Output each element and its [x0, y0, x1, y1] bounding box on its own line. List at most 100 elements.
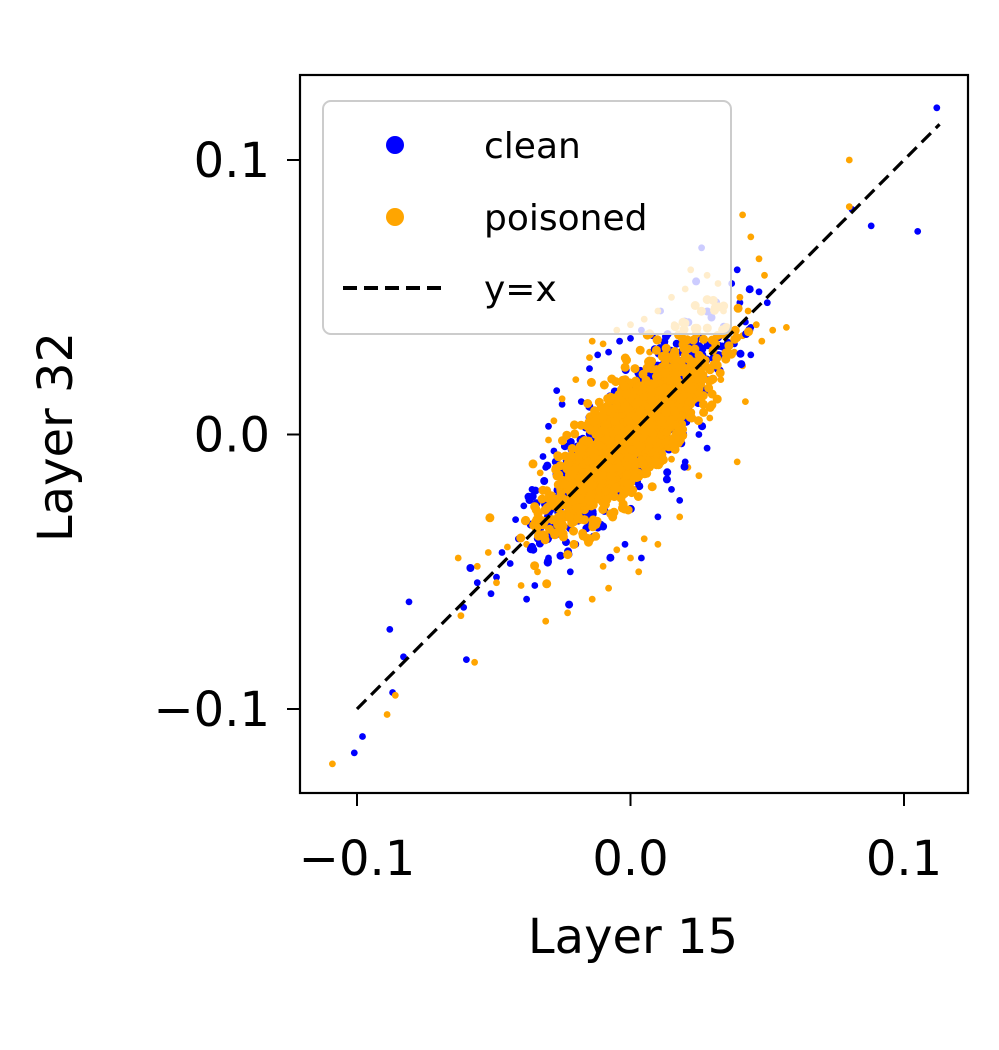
cluster-point-poisoned	[555, 493, 565, 502]
data-point-poisoned	[473, 562, 481, 570]
cluster-point-poisoned	[611, 482, 620, 492]
cluster-point-poisoned	[648, 435, 658, 444]
cluster-point-poisoned	[589, 463, 598, 473]
data-point-clean	[703, 444, 711, 452]
cluster-point-poisoned	[627, 445, 637, 455]
x-axis-ticks: −0.1 0.0 0.1	[299, 793, 942, 887]
cluster-point-poisoned	[633, 397, 643, 407]
data-point-poisoned	[845, 156, 853, 164]
data-point-poisoned	[586, 354, 593, 361]
data-point-clean	[487, 590, 495, 598]
cluster-point-poisoned	[571, 503, 581, 513]
y-tick-label: 0.0	[194, 408, 270, 464]
data-point-clean	[531, 582, 539, 589]
y-tick-label: −0.1	[153, 682, 270, 738]
data-point-poisoned	[484, 549, 492, 556]
cluster-point-clean	[566, 438, 575, 446]
legend: clean poisoned y=x	[322, 100, 732, 335]
legend-marker-clean	[386, 136, 404, 154]
cluster-point-poisoned	[608, 404, 618, 414]
cluster-point-poisoned	[621, 389, 631, 399]
legend-box	[322, 100, 732, 335]
cluster-point-poisoned	[558, 436, 567, 446]
cluster-point-poisoned	[651, 457, 661, 467]
cluster-point-poisoned	[558, 529, 568, 539]
cluster-point-poisoned	[594, 441, 604, 450]
cluster-point-clean	[745, 285, 754, 294]
cluster-point-poisoned	[516, 533, 526, 543]
cluster-point-poisoned	[715, 368, 725, 378]
cluster-point-clean	[540, 477, 549, 485]
reference-line-layer	[355, 123, 941, 711]
cluster-point-poisoned	[620, 382, 630, 392]
cluster-point-poisoned	[622, 470, 632, 480]
cluster-point-poisoned	[565, 512, 575, 522]
data-point-poisoned	[627, 554, 634, 562]
cluster-point-poisoned	[661, 398, 671, 408]
cluster-point-poisoned	[590, 406, 600, 416]
cluster-point-poisoned	[690, 344, 700, 354]
data-point-clean	[512, 516, 519, 523]
data-point-poisoned	[588, 337, 596, 345]
cluster-point-poisoned	[709, 360, 719, 369]
cluster-point-poisoned	[606, 392, 616, 402]
data-point-poisoned	[454, 554, 462, 562]
data-point-poisoned	[695, 472, 703, 480]
data-point-poisoned	[605, 584, 612, 592]
cluster-point-poisoned	[701, 362, 711, 371]
cluster-point-poisoned	[630, 364, 640, 374]
cluster-point-poisoned	[588, 480, 598, 490]
cluster-point-poisoned	[635, 407, 645, 417]
data-point-poisoned	[706, 414, 714, 422]
data-point-clean	[627, 335, 634, 342]
data-point-poisoned	[747, 233, 755, 241]
cluster-point-clean	[737, 360, 746, 369]
data-point-poisoned	[534, 568, 541, 576]
cluster-point-poisoned	[576, 494, 585, 504]
y-axis-ticks: −0.1 0.0 0.1	[153, 133, 300, 738]
cluster-point-clean	[606, 553, 615, 562]
cluster-point-poisoned	[549, 528, 559, 538]
cluster-point-poisoned	[586, 491, 595, 500]
data-point-poisoned	[736, 293, 744, 301]
cluster-point-poisoned	[599, 404, 609, 414]
data-point-clean	[545, 422, 552, 430]
data-point-clean	[605, 348, 612, 356]
cluster-point-poisoned	[586, 377, 596, 387]
data-point-clean	[350, 749, 358, 757]
cluster-point-clean	[635, 482, 644, 491]
cluster-point-poisoned	[560, 479, 569, 489]
cluster-point-poisoned	[660, 368, 670, 378]
cluster-point-poisoned	[556, 509, 566, 519]
x-tick-label: 0.0	[592, 831, 668, 887]
data-point-clean	[586, 365, 593, 372]
data-point-poisoned	[383, 711, 391, 718]
cluster-point-poisoned	[563, 550, 573, 560]
data-point-poisoned	[752, 321, 760, 329]
cluster-point-clean	[543, 461, 552, 470]
cluster-point-poisoned	[570, 429, 580, 439]
data-point-poisoned	[845, 203, 853, 211]
data-point-clean	[386, 626, 394, 633]
data-point-clean	[359, 733, 366, 740]
cluster-point-poisoned	[569, 420, 579, 430]
data-point-poisoned	[635, 568, 643, 576]
data-point-poisoned	[733, 458, 741, 466]
data-point-poisoned	[717, 376, 725, 383]
cluster-point-poisoned	[620, 362, 630, 372]
cluster-point-poisoned	[566, 451, 576, 461]
cluster-point-poisoned	[682, 335, 692, 345]
cluster-point-poisoned	[744, 327, 753, 337]
cluster-point-poisoned	[670, 351, 680, 361]
cluster-point-poisoned	[574, 473, 584, 483]
data-point-poisoned	[640, 535, 648, 543]
cluster-point-poisoned	[569, 526, 578, 536]
cluster-point-clean	[466, 564, 475, 572]
data-point-poisoned	[755, 255, 763, 263]
cluster-point-poisoned	[640, 427, 650, 437]
data-point-clean	[621, 540, 629, 548]
cluster-point-poisoned	[569, 539, 579, 549]
data-point-clean	[553, 387, 561, 394]
cluster-point-poisoned	[578, 485, 588, 495]
data-point-poisoned	[329, 760, 336, 768]
